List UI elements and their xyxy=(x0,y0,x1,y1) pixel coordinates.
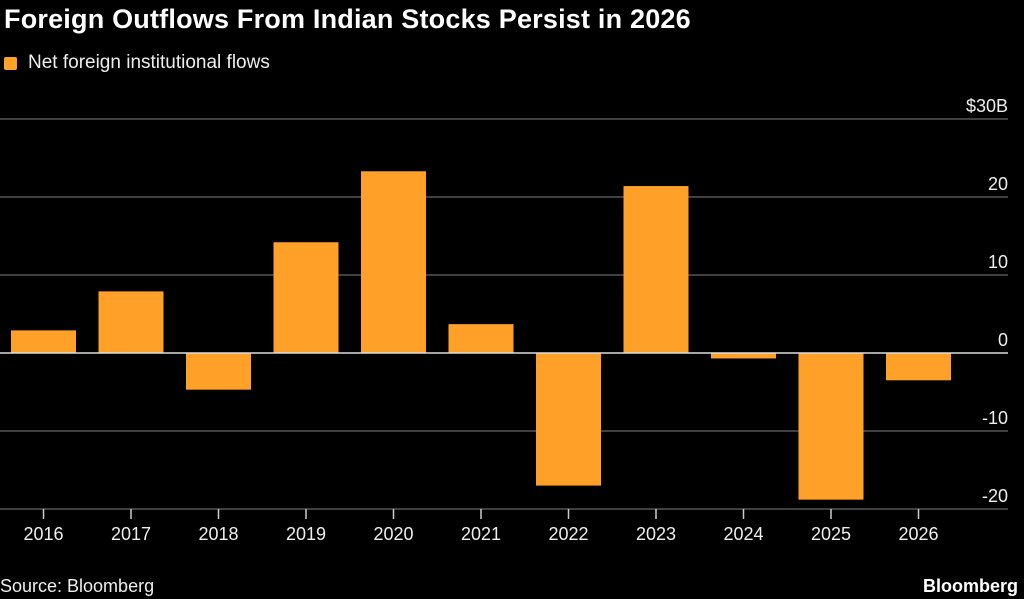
bar-2026 xyxy=(886,353,951,381)
bar-2023 xyxy=(623,186,689,353)
x-tick-label: 2021 xyxy=(461,524,501,544)
source-note: Source: Bloomberg xyxy=(0,576,155,596)
chart-title: Foreign Outflows From Indian Stocks Pers… xyxy=(4,4,691,34)
x-tick-label: 2019 xyxy=(286,524,326,544)
x-tick-label: 2018 xyxy=(198,524,238,544)
x-tick-label: 2024 xyxy=(723,524,763,544)
bar-2021 xyxy=(448,324,514,353)
y-tick-label: -10 xyxy=(982,408,1008,428)
x-tick-label: 2025 xyxy=(811,524,851,544)
x-tick-label: 2026 xyxy=(898,524,938,544)
bar-2025 xyxy=(798,353,864,500)
bar-2024 xyxy=(711,353,776,359)
bar-2022 xyxy=(536,353,601,486)
x-tick-label: 2020 xyxy=(373,524,413,544)
legend-label: Net foreign institutional flows xyxy=(28,52,270,73)
y-tick-label: 10 xyxy=(988,252,1008,272)
x-tick-label: 2022 xyxy=(548,524,588,544)
bar-2018 xyxy=(186,353,251,390)
bar-2016 xyxy=(11,330,76,353)
bar-2017 xyxy=(98,291,164,353)
x-tick-label: 2017 xyxy=(111,524,151,544)
bar-2019 xyxy=(273,242,339,353)
legend-swatch xyxy=(4,56,17,70)
legend: Net foreign institutional flows xyxy=(4,52,270,74)
bloomberg-logo: Bloomberg xyxy=(922,576,1018,596)
bar-2020 xyxy=(361,171,426,353)
x-tick-label: 2016 xyxy=(23,524,63,544)
x-tick-label: 2023 xyxy=(636,524,676,544)
y-tick-label: $30B xyxy=(966,96,1008,116)
y-tick-label: -20 xyxy=(982,486,1008,506)
y-tick-label: 0 xyxy=(998,330,1008,350)
y-tick-label: 20 xyxy=(988,174,1008,194)
